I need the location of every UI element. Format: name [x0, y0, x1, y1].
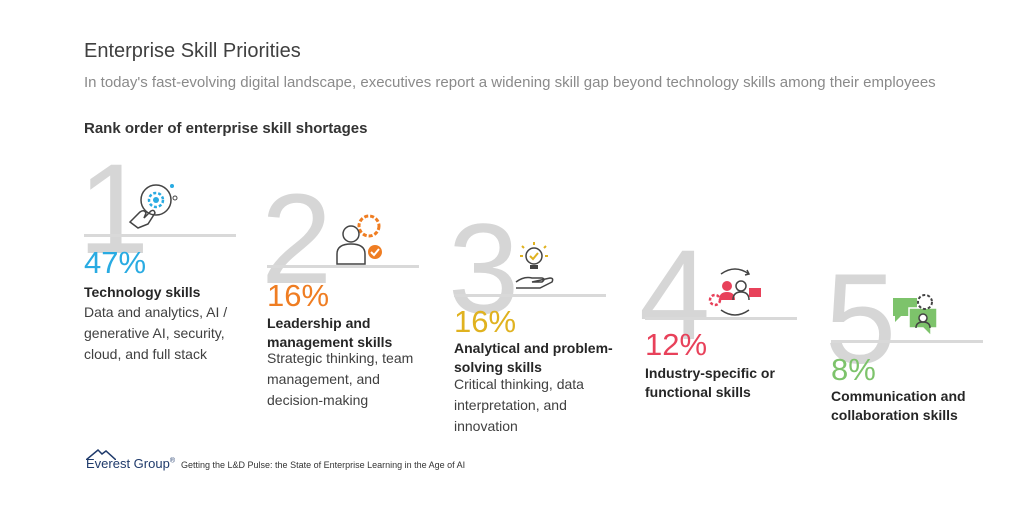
- rank-number: 4: [639, 224, 710, 367]
- skill-label: Industry-specific or functional skills: [645, 365, 775, 400]
- page-subtitle: In today's fast-evolving digital landsca…: [84, 74, 936, 91]
- skill-label: Technology skills: [84, 284, 201, 300]
- chart-title: Rank order of enterprise skill shortages: [84, 120, 368, 137]
- rank-number: 2: [261, 168, 332, 311]
- everest-logo-icon: [86, 448, 116, 460]
- percent-value: 16%: [454, 304, 517, 339]
- rank-divider: [645, 317, 797, 320]
- lightbulb-hand-icon: [515, 242, 554, 289]
- rank-divider: [84, 234, 236, 237]
- percent-value: 47%: [84, 245, 147, 280]
- rank-divider: [267, 265, 419, 268]
- skill-label: Leadership and management skills: [267, 315, 393, 350]
- rank-number: 3: [448, 198, 519, 341]
- skill-description: Data and analytics, AI / generative AI, …: [84, 304, 228, 362]
- skill-label: Analytical and problem-solving skills: [454, 340, 613, 375]
- chat-gear-icon: [893, 294, 938, 338]
- percent-value: 16%: [267, 278, 330, 313]
- skill-description: Strategic thinking, team management, and…: [267, 350, 414, 408]
- percent-value: 12%: [645, 327, 708, 362]
- footer-source: Getting the L&D Pulse: the State of Ente…: [181, 460, 466, 470]
- footer-brand: Everest Group®: [86, 456, 175, 471]
- leader-gear-check-icon: [336, 214, 382, 265]
- percent-value: 8%: [831, 352, 876, 387]
- skill-description: Critical thinking, data interpretation, …: [454, 376, 584, 434]
- rank-number: 1: [78, 138, 149, 281]
- people-exchange-icon: [708, 268, 761, 316]
- rank-divider: [454, 294, 606, 297]
- rank-number: 5: [825, 248, 896, 391]
- page-title: Enterprise Skill Priorities: [84, 40, 301, 62]
- skill-label: Communication and collaboration skills: [831, 388, 966, 423]
- rank-divider: [831, 340, 983, 343]
- technology-gear-hand-icon: [128, 184, 178, 229]
